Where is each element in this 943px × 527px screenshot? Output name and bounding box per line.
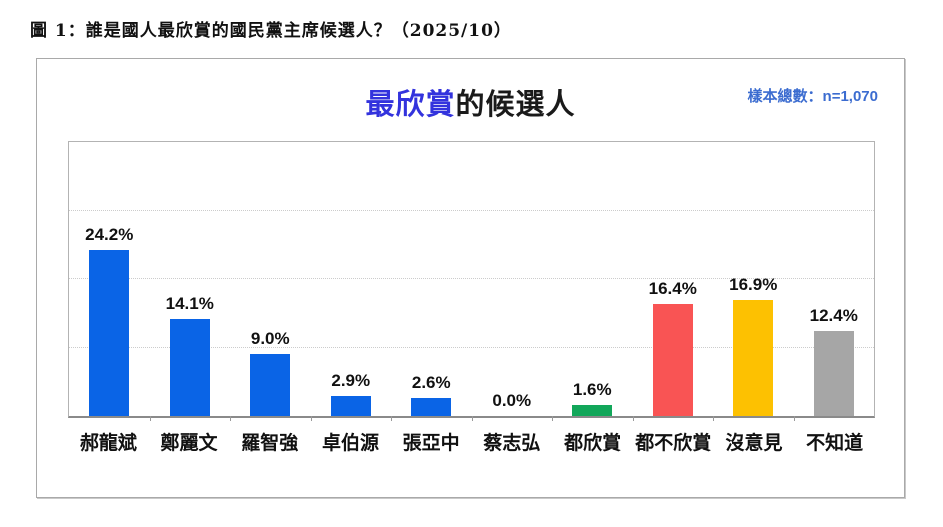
bar-column-2: 14.1%	[150, 142, 231, 416]
value-label: 9.0%	[250, 329, 290, 349]
axis-tick	[230, 416, 231, 421]
axis-tick	[793, 416, 795, 421]
plot-area: 24.2% 14.1% 9.0% 2.9% 2.6% 0.0% 1.6% 16.4% 16.9%…	[68, 141, 875, 421]
bar-column-6: 0.0%	[472, 142, 553, 416]
axis-tick	[391, 416, 392, 421]
value-label: 14.1%	[165, 294, 214, 314]
axis-tick	[471, 416, 473, 421]
category-label-5: 張亞中	[402, 433, 460, 454]
category-label-4: 卓伯源	[321, 433, 379, 454]
figure-caption: 圖 1：誰是國人最欣賞的國民黨主席候選人？（2025/10）	[30, 21, 512, 41]
category-label-2: 鄭麗文	[160, 433, 218, 454]
bar-column-5: 2.6%	[391, 142, 472, 416]
bar	[813, 331, 854, 416]
bar	[733, 300, 774, 416]
bar	[572, 405, 613, 416]
bar-column-4: 2.9%	[311, 142, 392, 416]
chart-container: 最欣賞的候選人 樣本總數：n=1,070 24.2% 14.1% 9.0% 2.9% 2…	[36, 58, 905, 498]
axis-tick	[149, 416, 151, 421]
sample-size-note: 樣本總數：n=1,070	[747, 88, 878, 105]
category-label-3: 羅智強	[241, 433, 299, 454]
value-label: 1.6%	[572, 380, 612, 400]
value-label: 2.9%	[331, 371, 371, 391]
category-label-7: 都欣賞	[564, 433, 622, 454]
bar-column-3: 9.0%	[230, 142, 311, 416]
axis-tick	[632, 416, 634, 421]
gridline-20	[69, 278, 874, 279]
value-label: 0.0%	[492, 391, 532, 410]
value-label: 24.2%	[85, 225, 134, 245]
bar	[411, 398, 452, 416]
value-label: 16.9%	[729, 275, 778, 295]
category-label-1: 郝龍斌	[79, 433, 137, 454]
bar-column-10: 12.4%	[794, 142, 875, 416]
axis-tick	[713, 416, 714, 421]
gridline-10	[69, 346, 874, 348]
bar-column-9: 16.9%	[713, 142, 794, 416]
bar	[89, 250, 130, 416]
category-axis: 郝龍斌 鄭麗文 羅智強 卓伯源 張亞中 蔡志弘 都欣賞 都不欣賞 沒意見 不知道	[68, 427, 875, 461]
bar-column-7: 1.6%	[552, 142, 633, 416]
axis-tick	[310, 416, 312, 421]
chart-title: 最欣賞的候選人	[37, 81, 904, 123]
bar-column-1: 24.2%	[69, 142, 150, 416]
bar	[330, 396, 371, 416]
category-label-10: 不知道	[806, 433, 864, 454]
axis-tick	[552, 416, 553, 421]
bar	[169, 319, 210, 416]
category-label-8: 都不欣賞	[635, 433, 712, 454]
value-label: 16.4%	[648, 278, 697, 298]
category-label-6: 蔡志弘	[483, 433, 541, 454]
chart-title-rest: 的候選人	[455, 89, 576, 121]
gridline-30	[69, 209, 874, 211]
value-label: 2.6%	[411, 373, 451, 393]
category-label-9: 沒意見	[725, 433, 783, 454]
bar	[250, 354, 291, 416]
bar-column-8: 16.4%	[633, 142, 714, 416]
value-label: 12.4%	[809, 306, 858, 326]
bar	[652, 303, 693, 416]
chart-title-highlight: 最欣賞	[365, 89, 456, 121]
